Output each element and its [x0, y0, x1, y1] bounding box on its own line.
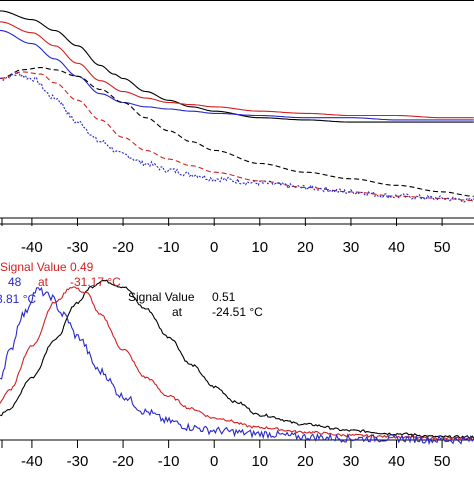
x-tick-label-0-1: -30: [67, 239, 89, 256]
x-tick-label-1-9: 50: [434, 453, 451, 470]
x-tick-label-1-7: 30: [343, 453, 360, 470]
annotation-label-1: Signal Value: [0, 260, 67, 274]
x-tick-label-0-4: 0: [210, 239, 218, 256]
annotation-value-1: 0.49: [70, 260, 94, 274]
x-tick-label-1-0: -40: [21, 453, 43, 470]
x-tick-label-0-7: 30: [343, 239, 360, 256]
x-tick-label-1-4: 0: [210, 453, 218, 470]
annotation-value-0: 0.51: [212, 290, 236, 304]
annotation-at-value-1: -31.17 °C: [70, 275, 121, 289]
annotation-at-value-0: -24.51 °C: [212, 305, 263, 319]
x-tick-label-1-5: 10: [251, 453, 268, 470]
x-tick-label-0-3: -10: [158, 239, 180, 256]
series-line-1-1: [0, 286, 474, 441]
x-tick-label-0-8: 40: [388, 239, 405, 256]
x-tick-label-0-6: 20: [297, 239, 314, 256]
annotation-at-label-0: at: [172, 305, 183, 319]
annotation-value-2: 48: [8, 275, 22, 289]
x-tick-label-1-1: -30: [67, 453, 89, 470]
series-line-0-3: [0, 67, 474, 197]
annotation-at-label-1: at: [38, 275, 49, 289]
series-line-0-4: [0, 71, 474, 202]
x-tick-label-0-5: 10: [251, 239, 268, 256]
x-tick-label-1-3: -10: [158, 453, 180, 470]
annotation-label-0: Signal Value: [128, 290, 195, 304]
x-tick-label-1-8: 40: [388, 453, 405, 470]
x-tick-label-0-0: -40: [21, 239, 43, 256]
x-tick-label-1-2: -20: [112, 453, 134, 470]
x-tick-label-1-6: 20: [297, 453, 314, 470]
annotation-at-value-2: 3.81 °C: [0, 292, 36, 306]
x-tick-label-0-9: 50: [434, 239, 451, 256]
series-line-0-1: [0, 21, 474, 119]
series-line-1-2: [0, 286, 474, 446]
series-line-0-5: [0, 72, 474, 203]
series-line-1-0: [0, 279, 474, 439]
series-line-0-0: [0, 10, 474, 123]
x-tick-label-0-2: -20: [112, 239, 134, 256]
